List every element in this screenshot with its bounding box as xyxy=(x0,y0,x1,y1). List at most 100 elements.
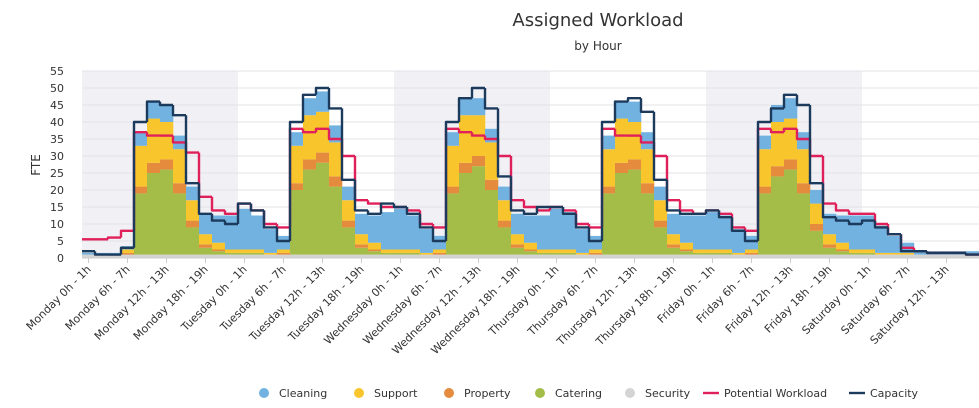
step-line xyxy=(717,210,732,219)
step-line xyxy=(379,202,394,214)
area-segment xyxy=(706,212,720,250)
area-segment xyxy=(576,229,590,253)
x-tick-label: Friday 12h - 13h xyxy=(723,263,796,336)
area-segment xyxy=(745,252,759,255)
y-tick-label: 30 xyxy=(50,150,64,163)
area-segment xyxy=(498,254,512,258)
area-segment xyxy=(121,252,135,255)
step-line xyxy=(964,252,979,256)
area-segment xyxy=(849,215,863,250)
area-segment xyxy=(459,98,473,116)
area-segment xyxy=(368,215,382,243)
area-segment xyxy=(641,193,655,255)
area-segment xyxy=(251,249,265,253)
area-segment xyxy=(277,249,291,253)
area-segment xyxy=(797,183,811,194)
step-line xyxy=(223,220,238,226)
area-segment xyxy=(641,183,655,194)
y-tick-label: 25 xyxy=(50,167,64,180)
area-segment xyxy=(446,132,460,146)
area-segment xyxy=(316,152,330,163)
step-line xyxy=(782,127,797,133)
area-segment xyxy=(368,249,382,252)
chart-title: Assigned Workload xyxy=(512,10,683,31)
area-segment xyxy=(758,135,772,150)
area-segment xyxy=(199,254,213,258)
area-segment xyxy=(121,254,135,258)
step-line xyxy=(119,246,134,255)
legend-swatch xyxy=(354,388,364,398)
area-segment xyxy=(862,249,876,253)
step-line xyxy=(418,213,433,229)
step-line xyxy=(795,128,810,141)
area-segment xyxy=(147,173,161,255)
area-segment xyxy=(303,169,317,255)
area-segment xyxy=(225,254,239,258)
area-segment xyxy=(654,200,668,221)
area-segment xyxy=(667,234,681,245)
area-segment xyxy=(212,242,226,250)
area-segment xyxy=(329,142,343,177)
area-segment xyxy=(654,220,668,228)
area-segment xyxy=(537,254,551,258)
step-line xyxy=(665,179,680,212)
legend-item: Security xyxy=(625,387,691,400)
area-segment xyxy=(966,251,979,255)
step-line xyxy=(171,135,186,144)
area-segment xyxy=(342,227,356,255)
step-line xyxy=(834,217,849,222)
step-line xyxy=(483,135,498,141)
area-segment xyxy=(290,183,304,190)
area-segment xyxy=(771,166,785,177)
area-segment xyxy=(251,254,265,258)
y-tick-label: 45 xyxy=(50,99,64,112)
step-line xyxy=(249,203,264,212)
step-line xyxy=(574,210,589,226)
area-segment xyxy=(602,135,616,150)
step-line xyxy=(847,210,862,215)
area-segment xyxy=(264,252,278,255)
area-segment xyxy=(511,213,525,235)
area-segment xyxy=(563,254,577,258)
area-segment xyxy=(524,242,538,250)
area-segment xyxy=(238,254,252,258)
y-tick-label: 5 xyxy=(57,235,64,248)
area-segment xyxy=(810,254,824,258)
area-segment xyxy=(160,105,174,122)
area-segment xyxy=(485,142,499,180)
area-segment xyxy=(121,249,135,253)
step-line xyxy=(873,213,888,226)
area-segment xyxy=(576,254,590,258)
step-line xyxy=(158,101,173,107)
y-tick-label: 20 xyxy=(50,184,64,197)
area-segment xyxy=(472,156,486,167)
legend-item: Support xyxy=(354,387,418,400)
step-line xyxy=(730,217,745,232)
step-line xyxy=(886,227,901,236)
area-segment xyxy=(381,249,395,253)
area-segment xyxy=(784,169,798,255)
area-segment xyxy=(797,193,811,255)
area-segment xyxy=(186,200,200,221)
step-line xyxy=(392,203,407,209)
area-segment xyxy=(160,122,174,160)
area-segment xyxy=(758,193,772,255)
area-segment xyxy=(550,254,564,258)
step-line xyxy=(431,227,446,243)
area-segment xyxy=(810,224,824,231)
area-segment xyxy=(563,212,577,250)
area-segment xyxy=(537,215,551,250)
legend-swatch xyxy=(259,388,269,398)
area-segment xyxy=(784,159,798,170)
area-segment xyxy=(589,249,603,253)
area-segment xyxy=(862,215,876,250)
area-segment xyxy=(719,249,733,253)
x-tick-label: Saturday 6h - 7h xyxy=(838,263,912,337)
legend-label: Property xyxy=(464,387,511,400)
area-segment xyxy=(433,235,447,250)
step-line xyxy=(613,100,628,122)
area-segment xyxy=(342,186,356,201)
area-segment xyxy=(862,252,876,255)
legend-label: Potential Workload xyxy=(724,387,827,400)
area-segment xyxy=(875,252,889,255)
